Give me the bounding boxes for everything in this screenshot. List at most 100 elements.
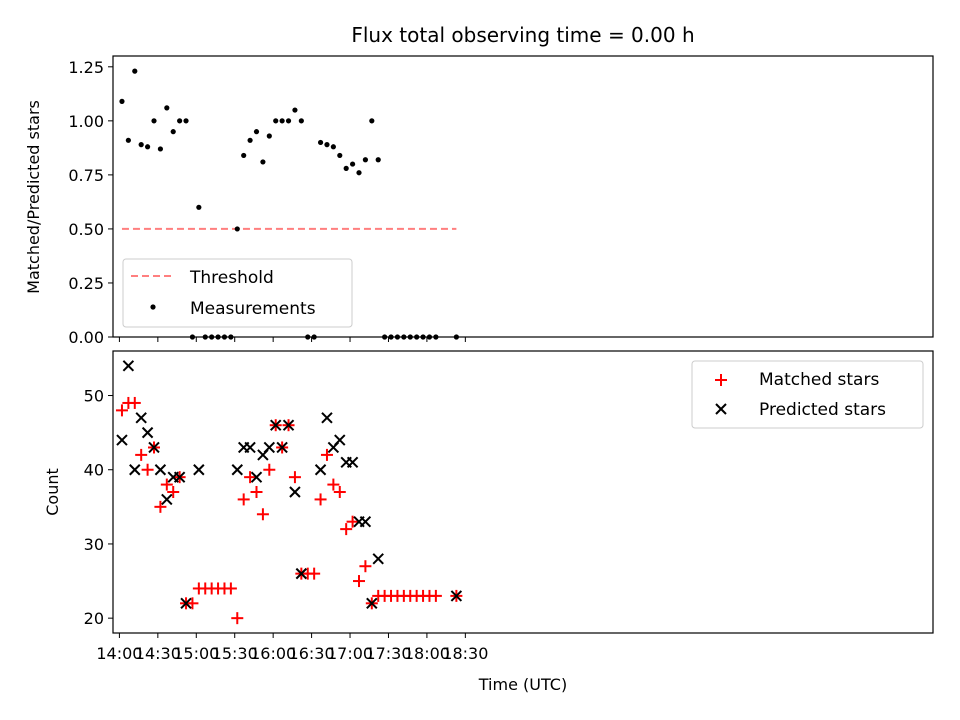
predicted-star-marker	[366, 597, 378, 610]
x-tick-label: 15:30	[212, 644, 258, 663]
measurement-point	[151, 118, 157, 124]
top-legend: Threshold Measurements	[122, 258, 353, 328]
measurement-point	[221, 334, 228, 340]
predicted-star-marker	[180, 597, 192, 610]
legend-predicted-swatch	[715, 403, 727, 415]
legend-predicted-label: Predicted stars	[759, 400, 886, 420]
top-y-tick-label: 0.50	[68, 220, 104, 239]
predicted-star-marker	[135, 412, 147, 424]
chart-title: Flux total observing time = 0.00 h	[351, 23, 694, 47]
x-tick-label: 15:00	[173, 644, 219, 663]
measurement-point	[453, 334, 459, 340]
top-x-ticks	[118, 337, 466, 342]
measurement-point	[164, 105, 170, 111]
bottom-y-axis-label: Count	[43, 468, 62, 516]
measurement-point	[292, 107, 298, 113]
predicted-star-marker	[359, 515, 372, 528]
top-panel: 0.00 0.25 0.50 0.75 1.00 1.25 Matched/Predict…	[24, 55, 934, 347]
measurement-point	[228, 334, 234, 340]
measurement-point	[170, 129, 176, 135]
measurement-point	[305, 334, 311, 340]
measurement-point	[401, 334, 407, 340]
predicted-star-marker	[372, 553, 384, 565]
predicted-star-marker	[161, 493, 173, 506]
measurement-point	[388, 334, 394, 340]
top-y-tick-label: 0.75	[68, 166, 104, 185]
measurement-point	[349, 161, 356, 167]
measurement-point	[260, 159, 266, 165]
measurement-point	[279, 118, 285, 124]
matched-star-marker	[320, 448, 333, 461]
measurement-point	[356, 170, 362, 176]
measurement-point	[330, 144, 336, 150]
measurement-point	[202, 334, 208, 340]
bottom-y-tick-label: 30	[84, 535, 104, 554]
bottom-y-tick-label: 20	[84, 609, 104, 628]
matched-star-marker	[308, 567, 321, 580]
measurement-point	[138, 142, 144, 148]
matched-star-marker	[231, 612, 244, 625]
matched-star-marker	[154, 500, 167, 513]
matched-star-points	[115, 396, 463, 625]
measurement-point	[241, 152, 247, 159]
predicted-star-marker	[321, 412, 333, 424]
measurement-point	[157, 146, 164, 152]
matched-star-marker	[224, 582, 237, 595]
predicted-star-marker	[334, 434, 346, 446]
measurement-point	[247, 137, 253, 143]
measurement-point	[253, 129, 260, 135]
measurement-point	[311, 334, 317, 340]
measurement-point	[209, 334, 215, 340]
predicted-star-marker	[231, 464, 243, 476]
measurement-point	[369, 118, 375, 124]
measurement-point	[125, 137, 131, 143]
bottom-y-ticks: 20 30 40 50	[84, 387, 113, 628]
matched-star-marker	[186, 597, 199, 610]
legend-matched-swatch	[715, 374, 727, 386]
matched-star-marker	[333, 486, 346, 498]
predicted-star-marker	[244, 441, 256, 454]
measurement-point	[285, 118, 292, 124]
top-y-ticks: 0.00 0.25 0.50 0.75 1.00 1.25	[68, 58, 113, 347]
measurement-point	[433, 334, 439, 340]
predicted-star-marker	[263, 441, 276, 454]
measurement-point	[183, 118, 189, 124]
x-tick-label: 17:30	[365, 644, 411, 663]
predicted-star-marker	[122, 360, 135, 372]
matched-star-marker	[115, 404, 128, 417]
x-tick-label: 17:00	[327, 644, 373, 663]
measurement-point	[266, 133, 272, 139]
measurement-point	[324, 142, 330, 148]
top-y-tick-label: 0.25	[68, 274, 104, 293]
predicted-star-marker	[270, 419, 282, 431]
matched-star-marker	[359, 560, 372, 573]
matched-star-marker	[353, 575, 365, 588]
x-tick-label: 14:30	[135, 644, 181, 663]
x-axis-label: Time (UTC)	[478, 675, 567, 694]
legend-measurements-label: Measurements	[190, 299, 316, 319]
predicted-star-marker	[193, 464, 205, 476]
measurement-point	[273, 118, 279, 124]
bottom-legend: Matched stars Predicted stars	[691, 360, 924, 429]
matched-star-marker	[160, 478, 173, 491]
bottom-x-ticks: 14:0014:3015:0015:3016:0016:3017:0017:30…	[96, 633, 488, 663]
matched-star-marker	[141, 463, 154, 476]
x-tick-label: 16:30	[289, 644, 335, 663]
measurement-point	[394, 334, 401, 340]
measurement-point	[426, 334, 433, 340]
matched-star-marker	[429, 589, 442, 602]
measurement-point	[177, 118, 183, 124]
measurement-point	[420, 334, 426, 340]
matched-star-marker	[135, 448, 148, 461]
legend-measurements-swatch	[150, 304, 156, 310]
matched-star-marker	[314, 493, 327, 506]
predicted-star-marker	[116, 434, 128, 446]
top-legend-box	[122, 258, 353, 328]
measurement-point	[215, 334, 221, 340]
top-y-axis-label: Matched/Predicted stars	[24, 100, 43, 294]
x-tick-label: 16:00	[250, 644, 296, 663]
bottom-legend-box	[691, 360, 924, 429]
predicted-star-marker	[346, 456, 359, 469]
measurement-point	[375, 157, 381, 163]
